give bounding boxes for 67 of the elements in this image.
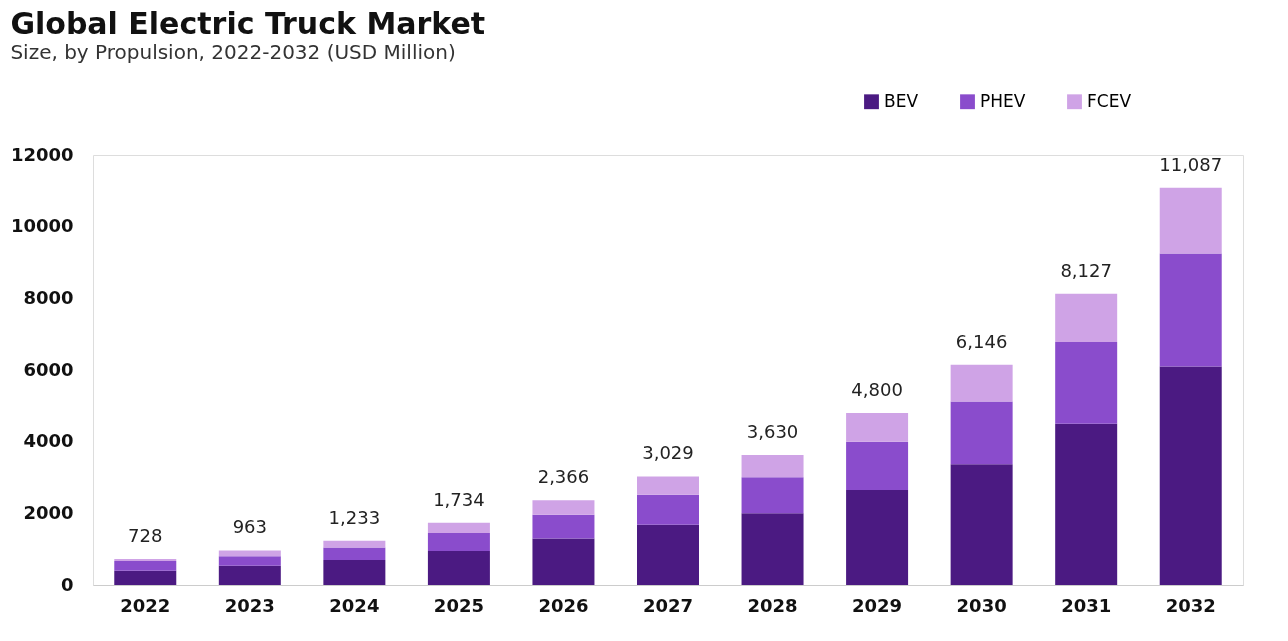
- chart-title: Global Electric Truck Market: [10, 6, 486, 41]
- legend-label: PHEV: [980, 90, 1026, 111]
- y-tick-label: 4000: [23, 430, 74, 452]
- y-tick-label: 0: [60, 573, 74, 595]
- total-label: 3,630: [746, 420, 799, 442]
- total-label: 11,087: [1159, 153, 1223, 175]
- x-tick-label: 2024: [329, 594, 380, 616]
- total-label: 6,146: [955, 330, 1008, 352]
- bar: [846, 490, 909, 585]
- bar: [532, 514, 595, 539]
- bar: [114, 560, 177, 571]
- x-tick-label: 2022: [120, 594, 171, 616]
- bar: [114, 558, 177, 561]
- x-tick-label: 2028: [747, 594, 798, 616]
- total-label: 8,127: [1060, 259, 1112, 281]
- x-tick-label: 2032: [1165, 594, 1216, 616]
- bar: [1159, 366, 1222, 585]
- bar: [427, 533, 490, 551]
- bar: [218, 565, 281, 585]
- legend-label: FCEV: [1087, 90, 1132, 111]
- bar: [1055, 423, 1118, 585]
- x-tick-label: 2023: [224, 594, 275, 616]
- bar: [1159, 187, 1222, 254]
- x-tick-label: 2025: [433, 594, 484, 616]
- bar: [532, 538, 595, 585]
- x-tick-label: 2030: [956, 594, 1007, 616]
- legend-label: BEV: [884, 90, 919, 111]
- total-label: 3,029: [642, 442, 694, 464]
- bar: [741, 454, 804, 478]
- bar: [427, 550, 490, 585]
- bar: [1159, 253, 1222, 367]
- bar: [637, 476, 699, 495]
- bar: [1055, 293, 1118, 343]
- y-tick-label: 2000: [23, 501, 74, 523]
- bar: [950, 364, 1013, 402]
- bar: [323, 547, 386, 560]
- bar: [741, 477, 804, 514]
- bar: [1055, 342, 1118, 424]
- bar: [218, 550, 281, 557]
- bar: [637, 524, 699, 585]
- total-label: 728: [128, 524, 163, 546]
- x-tick-label: 2031: [1061, 594, 1112, 616]
- total-label: 1,734: [433, 488, 485, 510]
- total-label: 4,800: [851, 379, 903, 400]
- x-tick-label: 2026: [538, 594, 589, 616]
- bar: [846, 441, 909, 491]
- bar: [532, 500, 595, 515]
- x-tick-label: 2027: [642, 594, 694, 616]
- bar: [950, 401, 1013, 465]
- bar: [427, 522, 490, 534]
- x-tick-label: 2029: [852, 594, 903, 616]
- bar: [637, 494, 699, 525]
- bar: [323, 559, 386, 585]
- total-label: 963: [232, 516, 267, 538]
- bar: [846, 413, 909, 442]
- bar: [950, 464, 1013, 585]
- y-tick-label: 12000: [10, 143, 74, 165]
- total-label: 2,366: [537, 466, 590, 488]
- total-label: 1,233: [328, 506, 381, 528]
- bar: [741, 513, 804, 585]
- y-tick-label: 6000: [23, 358, 74, 380]
- y-tick-label: 8000: [23, 286, 74, 308]
- bar: [218, 556, 281, 566]
- bar: [323, 540, 386, 548]
- y-tick-label: 10000: [10, 215, 74, 237]
- bar: [114, 570, 177, 585]
- chart-subtitle: Size, by Propulsion, 2022-2032 (USD Million): [10, 40, 456, 64]
